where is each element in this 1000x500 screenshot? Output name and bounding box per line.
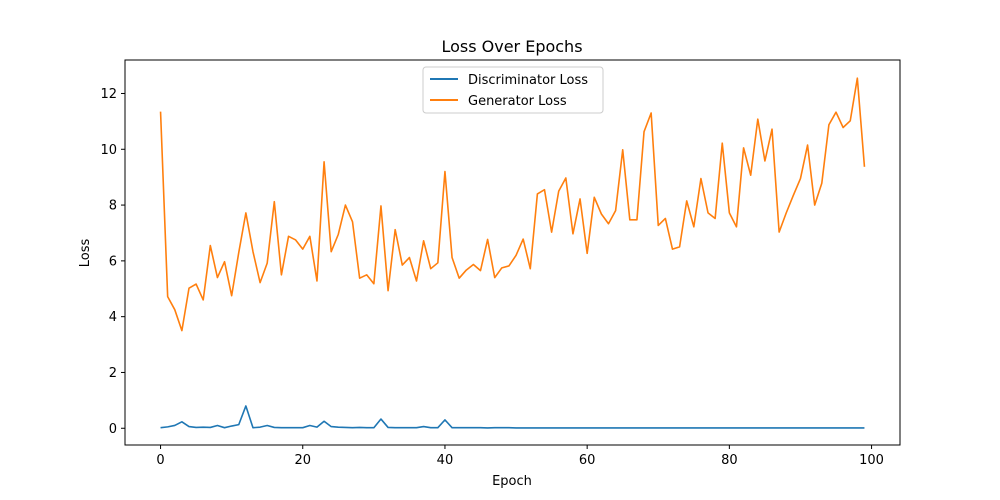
legend-label-generator: Generator Loss xyxy=(468,94,567,109)
series-line-1 xyxy=(159,77,866,332)
y-tick-label: 2 xyxy=(109,366,117,381)
legend: Discriminator Loss Generator Loss xyxy=(422,66,604,114)
plot-series xyxy=(159,77,866,429)
y-tick-label: 0 xyxy=(109,422,117,437)
x-tick-label: 40 xyxy=(437,453,454,468)
y-tick-label: 12 xyxy=(100,87,117,102)
y-tick-label: 10 xyxy=(100,143,117,158)
x-tick-label: 100 xyxy=(859,453,884,468)
x-tick-label: 60 xyxy=(579,453,596,468)
y-tick-label: 6 xyxy=(109,254,117,269)
y-tick-label: 8 xyxy=(109,199,117,214)
x-axis-title: Epoch xyxy=(492,474,532,489)
series-line-0 xyxy=(160,405,865,429)
legend-label-discriminator: Discriminator Loss xyxy=(468,73,588,88)
x-tick-label: 80 xyxy=(721,453,738,468)
legend-box xyxy=(422,66,604,114)
y-tick-label: 4 xyxy=(109,310,117,325)
plot-frame xyxy=(124,59,901,446)
chart-title: Loss Over Epochs xyxy=(441,37,582,56)
x-tick-label: 20 xyxy=(294,453,311,468)
x-axis: 0 20 40 60 80 100 xyxy=(156,445,884,468)
x-tick-label: 0 xyxy=(156,453,164,468)
y-axis: 0 2 4 6 8 10 12 xyxy=(100,87,125,437)
y-axis-title: Loss xyxy=(78,239,93,268)
